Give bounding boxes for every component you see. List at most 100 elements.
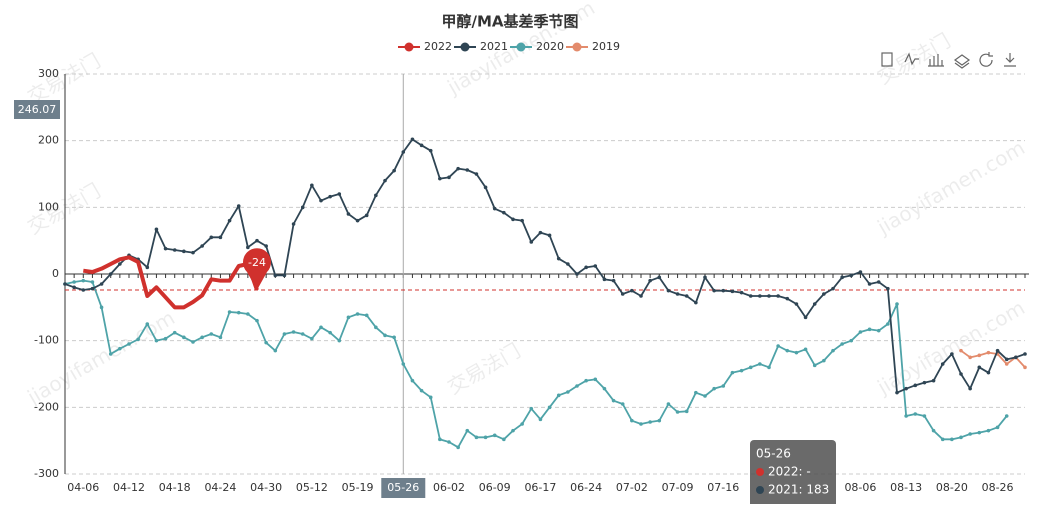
point [374, 193, 378, 198]
point [684, 409, 689, 414]
point [255, 238, 259, 243]
point [904, 414, 908, 418]
point [959, 435, 963, 440]
point [703, 275, 707, 280]
point [785, 296, 790, 301]
point [721, 288, 726, 293]
point [438, 176, 442, 181]
tool-line[interactable] [904, 52, 919, 66]
point [447, 175, 451, 180]
point [648, 278, 652, 283]
watermark: 交易法门 [443, 338, 524, 399]
point [620, 402, 625, 406]
point [465, 168, 470, 172]
point [392, 335, 396, 340]
point [492, 206, 497, 211]
point [648, 420, 652, 424]
point [474, 172, 479, 176]
point [401, 362, 406, 366]
point [611, 398, 616, 403]
tool-restore[interactable] [979, 52, 993, 67]
point [474, 435, 479, 440]
point [556, 256, 561, 261]
point [977, 430, 982, 435]
point [849, 273, 854, 278]
point [611, 278, 616, 283]
point [803, 347, 808, 352]
point [364, 213, 369, 218]
watermark: 交易法门 [23, 48, 104, 109]
x-tick-label: 08-20 [936, 481, 968, 494]
point [319, 325, 323, 330]
mark-pin [243, 248, 272, 290]
point [392, 168, 396, 173]
point [822, 358, 826, 363]
tool-bar[interactable] [928, 54, 944, 67]
point [922, 414, 927, 418]
point [227, 310, 232, 314]
point [922, 380, 927, 385]
legend-dot [404, 42, 414, 52]
point [538, 417, 543, 422]
point [1023, 365, 1027, 370]
pointer-x-label: 05-26 [387, 481, 419, 494]
pointer-box [14, 100, 60, 119]
toolbox[interactable] [881, 52, 1016, 69]
point [145, 322, 150, 326]
point [895, 302, 899, 306]
point [154, 227, 159, 232]
point [310, 336, 314, 341]
point [264, 340, 268, 345]
x-tick-label: 06-02 [433, 481, 465, 494]
point [191, 340, 195, 344]
x-tick-label: 08-06 [844, 481, 876, 494]
point [657, 418, 662, 423]
tool-data-view[interactable] [881, 52, 893, 67]
x-tick-label: 05-19 [342, 481, 374, 494]
point [81, 288, 86, 292]
point [264, 244, 268, 248]
point [1004, 414, 1009, 418]
point [584, 265, 588, 270]
x-tick-label: 07-16 [707, 481, 739, 494]
point [465, 428, 470, 433]
tool-save[interactable] [1004, 53, 1016, 67]
point [520, 422, 524, 426]
point [456, 166, 460, 171]
point [374, 325, 378, 330]
point [529, 406, 534, 411]
point [758, 362, 762, 366]
x-tick-label: 05-12 [296, 481, 328, 494]
series-line [82, 255, 259, 310]
point [712, 288, 716, 293]
point [200, 244, 204, 248]
point [739, 290, 744, 295]
point [492, 433, 497, 438]
point [968, 355, 972, 360]
point [986, 428, 991, 433]
point [346, 315, 351, 320]
point [447, 440, 451, 444]
point [236, 310, 241, 315]
point [721, 384, 726, 388]
point [986, 370, 991, 375]
point [794, 350, 799, 355]
point [556, 393, 561, 398]
point [593, 264, 598, 268]
point [1014, 355, 1018, 360]
point [959, 348, 963, 353]
point [831, 286, 835, 291]
point [127, 342, 131, 346]
tool-stack[interactable] [953, 54, 971, 69]
point [913, 412, 918, 416]
point [822, 292, 826, 296]
point [154, 338, 159, 343]
legend-label: 2021 [480, 40, 508, 53]
point [419, 143, 424, 148]
point [273, 348, 278, 353]
point [145, 265, 150, 270]
point [913, 383, 918, 388]
point [172, 248, 177, 252]
point [163, 336, 168, 341]
